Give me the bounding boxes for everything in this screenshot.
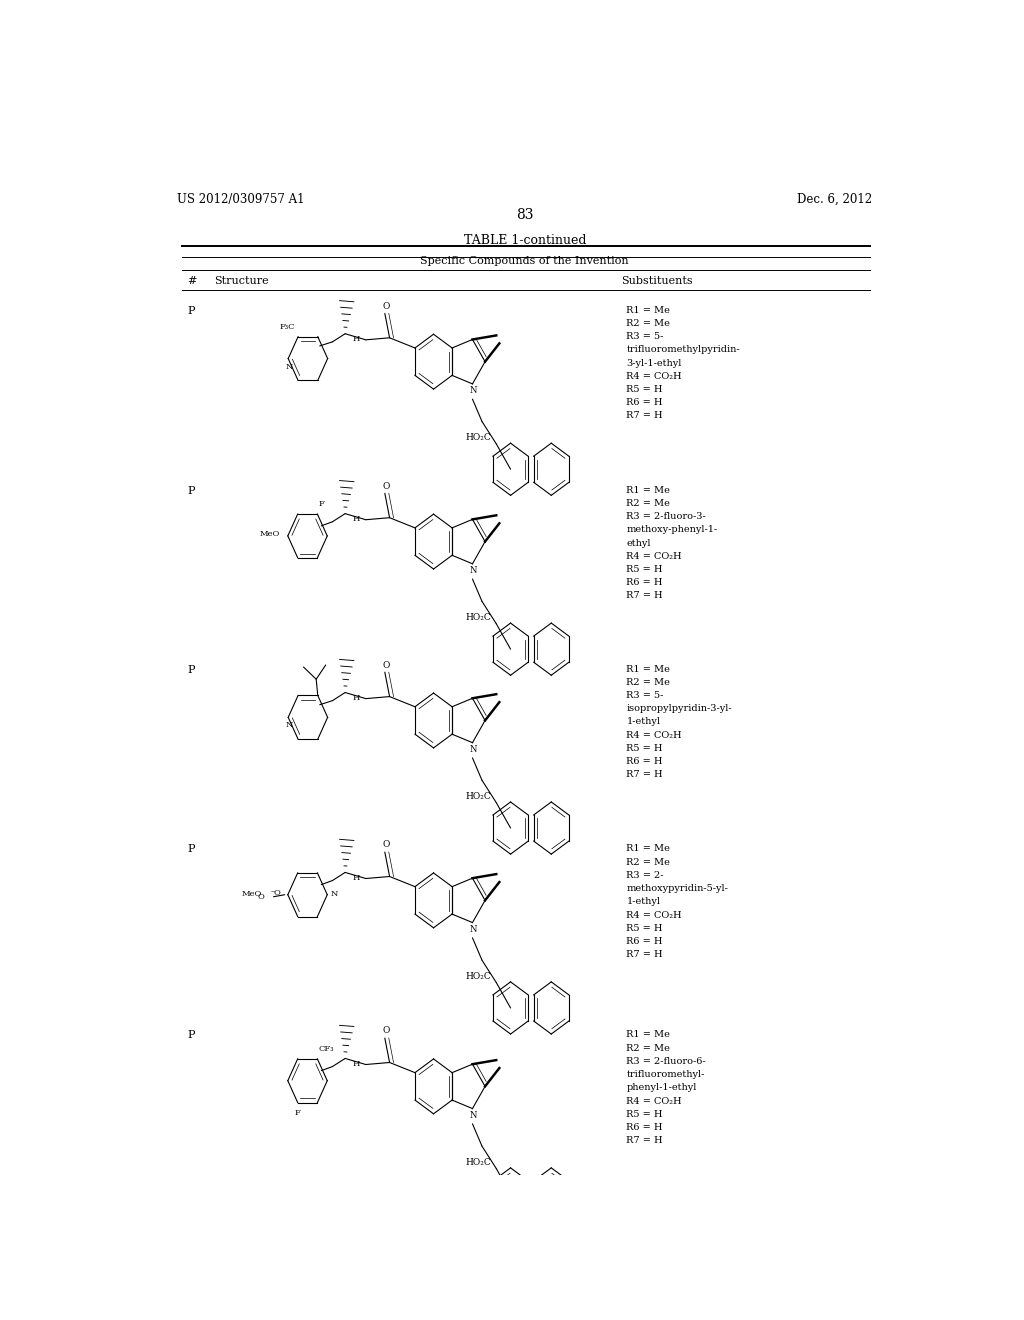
Text: O: O xyxy=(383,841,390,850)
Text: R5 = H: R5 = H xyxy=(627,385,663,395)
Text: R5 = H: R5 = H xyxy=(627,744,663,752)
Text: R7 = H: R7 = H xyxy=(627,771,663,779)
Text: R3 = 2-fluoro-3-: R3 = 2-fluoro-3- xyxy=(627,512,707,521)
Text: Substituents: Substituents xyxy=(622,276,693,286)
Text: H: H xyxy=(352,1060,360,1068)
Text: R6 = H: R6 = H xyxy=(627,578,663,587)
Text: MeO: MeO xyxy=(242,890,262,898)
Text: ethyl: ethyl xyxy=(627,539,651,548)
Text: R7 = H: R7 = H xyxy=(627,591,663,601)
Text: 83: 83 xyxy=(516,209,534,222)
Text: HO₂C: HO₂C xyxy=(466,972,492,981)
Text: N: N xyxy=(331,890,338,898)
Text: R4 = CO₂H: R4 = CO₂H xyxy=(627,552,682,561)
Text: N: N xyxy=(470,566,477,576)
Text: N: N xyxy=(470,746,477,754)
Text: N: N xyxy=(470,925,477,935)
Text: HO₂C: HO₂C xyxy=(466,433,492,442)
Text: methoxypyridin-5-yl-: methoxypyridin-5-yl- xyxy=(627,884,728,894)
Text: R4 = CO₂H: R4 = CO₂H xyxy=(627,372,682,381)
Text: P: P xyxy=(187,1031,195,1040)
Text: R3 = 5-: R3 = 5- xyxy=(627,333,664,341)
Text: R7 = H: R7 = H xyxy=(627,950,663,960)
Text: P: P xyxy=(187,845,195,854)
Text: R3 = 2-: R3 = 2- xyxy=(627,871,664,880)
Text: #: # xyxy=(187,276,197,286)
Text: H: H xyxy=(352,693,360,702)
Text: R5 = H: R5 = H xyxy=(627,1110,663,1119)
Text: R1 = Me: R1 = Me xyxy=(627,486,671,495)
Text: R6 = H: R6 = H xyxy=(627,937,663,946)
Text: R6 = H: R6 = H xyxy=(627,399,663,408)
Text: methoxy-phenyl-1-: methoxy-phenyl-1- xyxy=(627,525,718,535)
Text: P: P xyxy=(187,664,195,675)
Text: R1 = Me: R1 = Me xyxy=(627,845,671,854)
Text: phenyl-1-ethyl: phenyl-1-ethyl xyxy=(627,1084,696,1093)
Text: N: N xyxy=(286,722,293,730)
Text: R7 = H: R7 = H xyxy=(627,412,663,421)
Text: F: F xyxy=(295,1109,301,1117)
Text: O: O xyxy=(383,302,390,310)
Text: trifluoromethylpyridin-: trifluoromethylpyridin- xyxy=(627,346,740,354)
Text: R1 = Me: R1 = Me xyxy=(627,664,671,673)
Text: CF₃: CF₃ xyxy=(319,1044,335,1052)
Text: F: F xyxy=(319,500,325,508)
Text: Structure: Structure xyxy=(214,276,268,286)
Text: R7 = H: R7 = H xyxy=(627,1137,663,1146)
Text: O: O xyxy=(383,660,390,669)
Text: R2 = Me: R2 = Me xyxy=(627,1044,671,1052)
Text: O: O xyxy=(257,892,264,900)
Text: trifluoromethyl-: trifluoromethyl- xyxy=(627,1071,705,1080)
Text: TABLE 1-continued: TABLE 1-continued xyxy=(464,234,586,247)
Text: H: H xyxy=(352,335,360,343)
Text: O: O xyxy=(383,1027,390,1035)
Text: H: H xyxy=(352,515,360,523)
Text: 1-ethyl: 1-ethyl xyxy=(627,718,660,726)
Text: Specific Compounds of the Invention: Specific Compounds of the Invention xyxy=(421,256,629,265)
Text: R2 = Me: R2 = Me xyxy=(627,677,671,686)
Text: O: O xyxy=(273,888,280,896)
Text: O: O xyxy=(383,482,390,491)
Text: HO₂C: HO₂C xyxy=(466,612,492,622)
Text: R1 = Me: R1 = Me xyxy=(627,1031,671,1039)
Text: US 2012/0309757 A1: US 2012/0309757 A1 xyxy=(177,193,305,206)
Text: P: P xyxy=(187,486,195,496)
Text: HO₂C: HO₂C xyxy=(466,1158,492,1167)
Text: R4 = CO₂H: R4 = CO₂H xyxy=(627,731,682,739)
Text: R3 = 5-: R3 = 5- xyxy=(627,690,664,700)
Text: R2 = Me: R2 = Me xyxy=(627,858,671,867)
Text: HO₂C: HO₂C xyxy=(466,792,492,801)
Text: 1-ethyl: 1-ethyl xyxy=(627,898,660,907)
Text: P: P xyxy=(187,306,195,315)
Text: H: H xyxy=(352,874,360,882)
Text: R2 = Me: R2 = Me xyxy=(627,499,671,508)
Text: R5 = H: R5 = H xyxy=(627,565,663,574)
Text: R6 = H: R6 = H xyxy=(627,1123,663,1133)
Text: R4 = CO₂H: R4 = CO₂H xyxy=(627,911,682,920)
Text: MeO: MeO xyxy=(259,529,280,537)
Text: R1 = Me: R1 = Me xyxy=(627,306,671,314)
Text: isopropylpyridin-3-yl-: isopropylpyridin-3-yl- xyxy=(627,704,732,713)
Text: R3 = 2-fluoro-6-: R3 = 2-fluoro-6- xyxy=(627,1057,706,1065)
Text: N: N xyxy=(286,363,293,371)
Text: R5 = H: R5 = H xyxy=(627,924,663,933)
Text: 3-yl-1-ethyl: 3-yl-1-ethyl xyxy=(627,359,682,368)
Text: –: – xyxy=(271,887,275,896)
Text: F₃C: F₃C xyxy=(280,322,295,330)
Text: N: N xyxy=(470,1111,477,1121)
Text: R4 = CO₂H: R4 = CO₂H xyxy=(627,1097,682,1106)
Text: Dec. 6, 2012: Dec. 6, 2012 xyxy=(798,193,872,206)
Text: R6 = H: R6 = H xyxy=(627,758,663,766)
Text: R2 = Me: R2 = Me xyxy=(627,319,671,327)
Text: N: N xyxy=(470,387,477,396)
